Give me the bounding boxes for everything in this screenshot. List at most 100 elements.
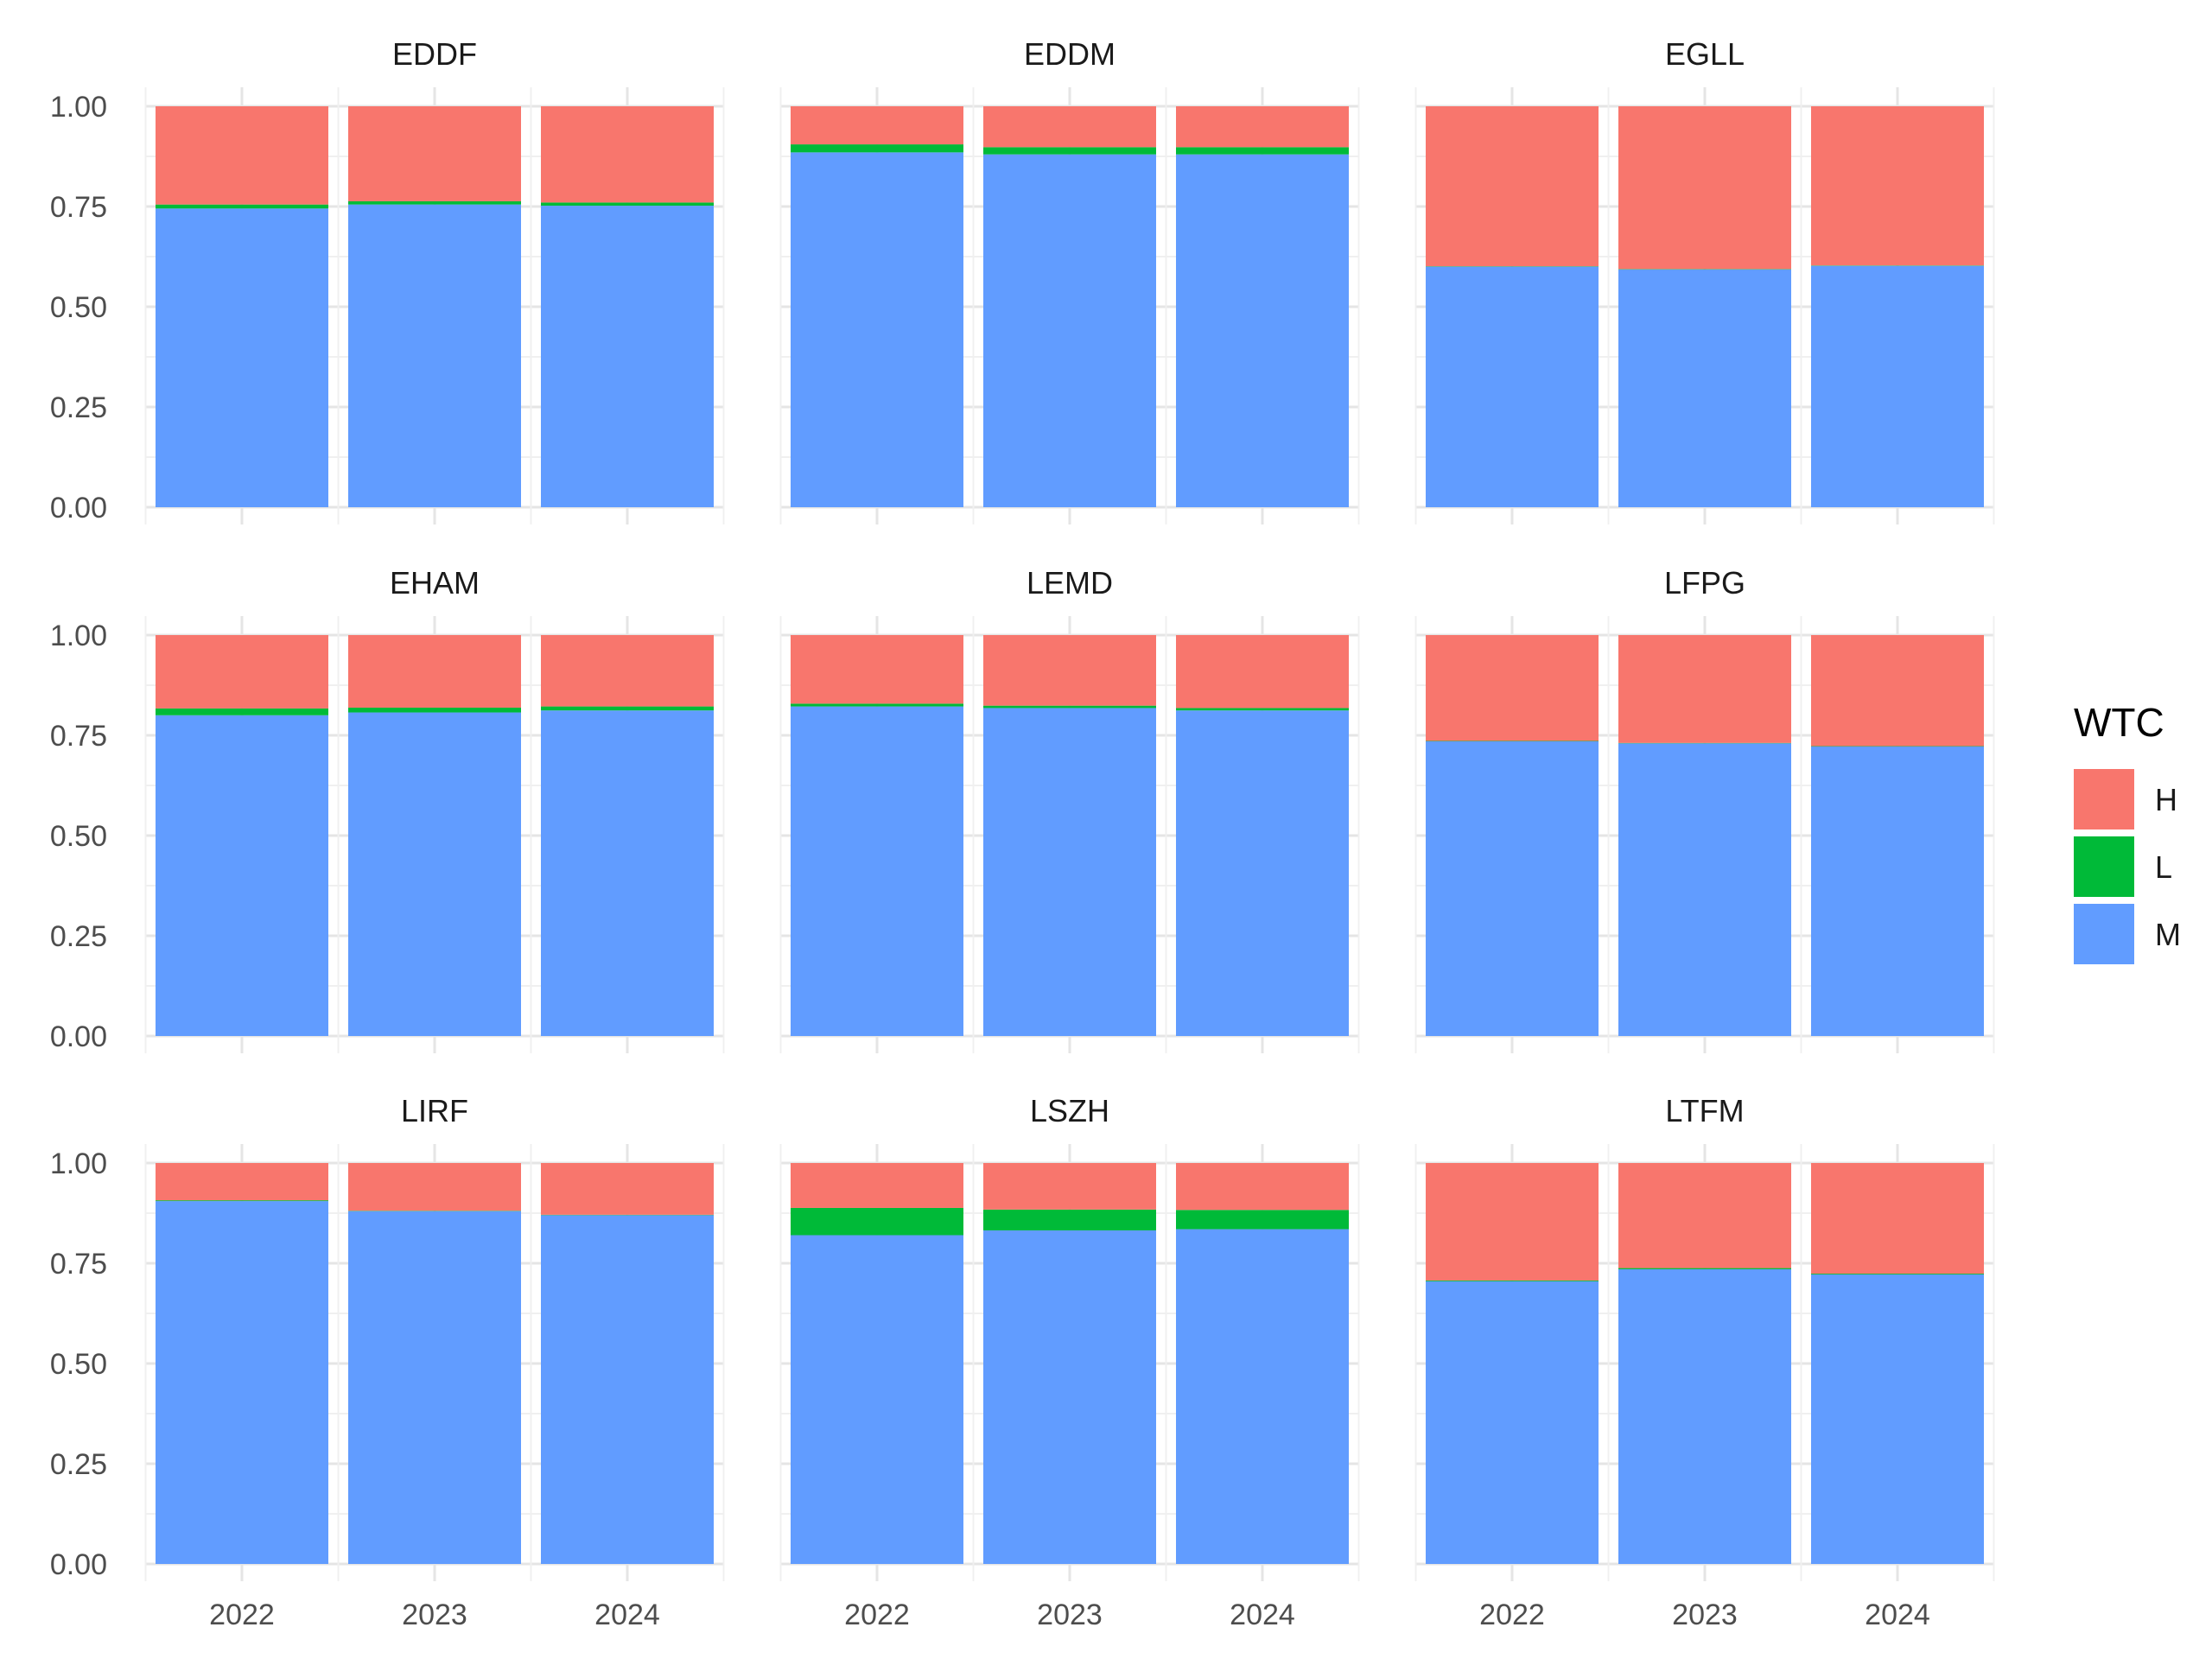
facet-panel-eddf: EDDF 0.00 0.25 0.50 0.75 1.00 [50, 36, 725, 524]
bar-segment-h [541, 1163, 714, 1215]
facet-strip-label: EHAM [390, 565, 480, 601]
x-tick-label: 2024 [1230, 1599, 1295, 1631]
x-tick-label: 2022 [1479, 1599, 1545, 1631]
y-tick-label: 0.00 [50, 1020, 107, 1053]
x-tick-label: 2024 [594, 1599, 660, 1631]
bar-segment-m [541, 710, 714, 1036]
facet-panel-ltfm: LTFM 2022 2023 2024 [1414, 1093, 1995, 1631]
facet-strip-label: LFPG [1664, 565, 1745, 601]
bar-segment-h [791, 1163, 963, 1208]
y-tick-label: 0.75 [50, 720, 107, 753]
bar-segment-m [1426, 741, 1599, 1036]
bar-segment-h [348, 635, 521, 708]
bar-segment-l [983, 147, 1156, 155]
bar-segment-l [156, 204, 328, 209]
legend-keys: HLM [2074, 769, 2181, 964]
facet-strip-label: LSZH [1030, 1093, 1109, 1128]
legend-key-m [2074, 904, 2134, 964]
x-tick-label: 2022 [844, 1599, 910, 1631]
facet-strip-label: LTFM [1665, 1093, 1744, 1128]
y-tick-label: 0.25 [50, 920, 107, 953]
bar-segment-l [541, 706, 714, 711]
bar-segment-m [348, 1211, 521, 1564]
legend-label-l: L [2155, 849, 2172, 885]
bar-segment-m [1811, 746, 1984, 1036]
bar-segment-m [156, 208, 328, 507]
bar-segment-m [983, 708, 1156, 1036]
facet-panel-lemd: LEMD [779, 565, 1360, 1053]
bar-segment-l [541, 202, 714, 207]
bar-segment-h [983, 635, 1156, 706]
bar-segment-m [1811, 265, 1984, 507]
bar-segment-h [1426, 635, 1599, 741]
bar-segment-m [1618, 1268, 1791, 1564]
bar-segment-h [1811, 106, 1984, 266]
y-tick-label: 0.75 [50, 1248, 107, 1281]
bar-segment-m [348, 204, 521, 507]
bar-segment-l [348, 200, 521, 205]
bar-segment-h [541, 106, 714, 203]
bar-segment-h [156, 1163, 328, 1201]
bar-segment-m [1426, 266, 1599, 507]
bar-segment-h [1811, 1163, 1984, 1274]
bar-segment-m [1811, 1274, 1984, 1564]
bar-segment-h [1618, 106, 1791, 270]
bar-segment-h [1811, 635, 1984, 747]
y-tick-label: 0.75 [50, 191, 107, 224]
facet-strip-label: EDDF [392, 36, 477, 72]
facet-panel-eddm: EDDM [779, 36, 1360, 524]
y-tick-label: 0.25 [50, 391, 107, 424]
y-tick-label: 0.00 [50, 1548, 107, 1581]
bar-segment-m [791, 152, 963, 508]
bar-segment-l [1176, 1210, 1349, 1230]
bar-segment-m [1618, 743, 1791, 1036]
bar-segment-h [1176, 106, 1349, 148]
bar-segment-h [348, 106, 521, 201]
bar-segment-m [1176, 710, 1349, 1036]
bar-segment-l [791, 1207, 963, 1236]
facet-panel-egll: EGLL [1414, 36, 1995, 524]
bar-segment-m [156, 715, 328, 1036]
x-tick-label: 2023 [1037, 1599, 1103, 1631]
facet-panel-lfpg: LFPG [1414, 565, 1995, 1053]
y-tick-label: 0.50 [50, 1348, 107, 1381]
bar-segment-l [1176, 708, 1349, 711]
y-tick-label: 1.00 [50, 1147, 107, 1180]
facet-strip-label: LEMD [1027, 565, 1113, 601]
bar-segment-l [348, 707, 521, 713]
bar-segment-h [1176, 635, 1349, 709]
x-tick-label: 2024 [1865, 1599, 1930, 1631]
bar-segment-h [791, 635, 963, 704]
facet-panel-lszh: LSZH 2022 2023 2024 [779, 1093, 1360, 1631]
bar-segment-m [1176, 154, 1349, 507]
bar-segment-m [348, 712, 521, 1036]
bar-segment-m [791, 706, 963, 1036]
facet-strip-label: LIRF [401, 1093, 468, 1128]
facet-panels: EDDF 0.00 0.25 0.50 0.75 1.00 EDDM EGLL EHAM 0.00… [50, 36, 1995, 1631]
bar-segment-h [983, 1163, 1156, 1210]
bar-segment-h [791, 106, 963, 145]
bar-segment-m [1618, 269, 1791, 507]
legend-key-l [2074, 836, 2134, 897]
bar-segment-l [983, 1209, 1156, 1230]
bar-segment-h [541, 635, 714, 707]
bar-segment-l [156, 708, 328, 715]
y-tick-label: 0.25 [50, 1448, 107, 1481]
x-tick-label: 2022 [209, 1599, 275, 1631]
bar-segment-m [791, 1235, 963, 1564]
x-tick-label: 2023 [1672, 1599, 1738, 1631]
facet-panel-lirf: LIRF 0.00 0.25 0.50 0.75 1.00 2022 2023 2024 [50, 1093, 725, 1631]
y-tick-label: 0.50 [50, 820, 107, 853]
bar-segment-m [983, 1230, 1156, 1564]
legend-label-m: M [2155, 917, 2181, 952]
bar-segment-l [791, 144, 963, 153]
bar-segment-h [348, 1163, 521, 1211]
bar-segment-m [1176, 1229, 1349, 1564]
bar-segment-m [983, 154, 1156, 507]
x-tick-label: 2023 [402, 1599, 467, 1631]
y-tick-label: 1.00 [50, 620, 107, 652]
y-tick-label: 0.00 [50, 492, 107, 524]
bar-segment-h [1426, 1163, 1599, 1281]
bar-segment-h [156, 635, 328, 709]
